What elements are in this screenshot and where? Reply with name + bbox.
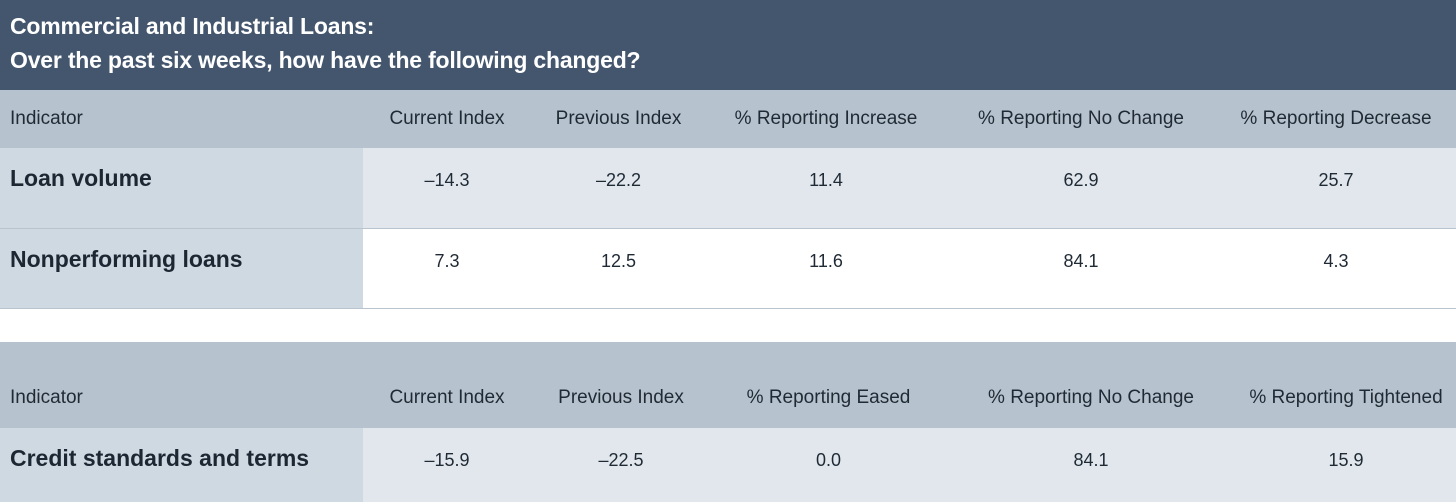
column-header-indicator: Indicator — [0, 90, 363, 148]
row-label-credit-standards: Credit standards and terms — [0, 428, 363, 502]
cell-previous-index: –22.5 — [531, 428, 711, 502]
cell-current-index: –14.3 — [363, 148, 531, 229]
column-header-reporting-tightened: % Reporting Tightened — [1236, 342, 1456, 428]
cell-reporting-decrease: 4.3 — [1216, 228, 1456, 309]
table-row: Nonperforming loans 7.3 12.5 11.6 84.1 4… — [0, 228, 1456, 309]
credit-standards-table: Indicator Current Index Previous Index %… — [0, 342, 1456, 502]
cell-reporting-no-change: 84.1 — [946, 428, 1236, 502]
cell-reporting-eased: 0.0 — [711, 428, 946, 502]
column-header-reporting-no-change: % Reporting No Change — [946, 90, 1216, 148]
row-label-loan-volume: Loan volume — [0, 148, 363, 229]
cell-current-index: –15.9 — [363, 428, 531, 502]
column-header-previous-index: Previous Index — [531, 342, 711, 428]
cell-reporting-no-change: 84.1 — [946, 228, 1216, 309]
column-header-indicator: Indicator — [0, 342, 363, 428]
row-label-nonperforming-loans: Nonperforming loans — [0, 228, 363, 309]
column-header-reporting-increase: % Reporting Increase — [706, 90, 946, 148]
column-header-reporting-decrease: % Reporting Decrease — [1216, 90, 1456, 148]
table-header-row: Indicator Current Index Previous Index %… — [0, 342, 1456, 428]
cell-reporting-no-change: 62.9 — [946, 148, 1216, 229]
title-line-2: Over the past six weeks, how have the fo… — [10, 47, 641, 73]
table-row: Credit standards and terms –15.9 –22.5 0… — [0, 428, 1456, 502]
table-header-row: Indicator Current Index Previous Index %… — [0, 90, 1456, 148]
loans-change-table: Indicator Current Index Previous Index %… — [0, 90, 1456, 309]
column-header-reporting-no-change: % Reporting No Change — [946, 342, 1236, 428]
cell-reporting-decrease: 25.7 — [1216, 148, 1456, 229]
column-header-current-index: Current Index — [363, 90, 531, 148]
column-header-reporting-eased: % Reporting Eased — [711, 342, 946, 428]
cell-previous-index: 12.5 — [531, 228, 706, 309]
column-header-previous-index: Previous Index — [531, 90, 706, 148]
cell-reporting-increase: 11.6 — [706, 228, 946, 309]
title-line-1: Commercial and Industrial Loans: — [10, 13, 375, 39]
title-banner: Commercial and Industrial Loans: Over th… — [0, 0, 1456, 90]
table-row: Loan volume –14.3 –22.2 11.4 62.9 25.7 — [0, 148, 1456, 229]
cell-previous-index: –22.2 — [531, 148, 706, 229]
cell-current-index: 7.3 — [363, 228, 531, 309]
cell-reporting-increase: 11.4 — [706, 148, 946, 229]
cell-reporting-tightened: 15.9 — [1236, 428, 1456, 502]
column-header-current-index: Current Index — [363, 342, 531, 428]
